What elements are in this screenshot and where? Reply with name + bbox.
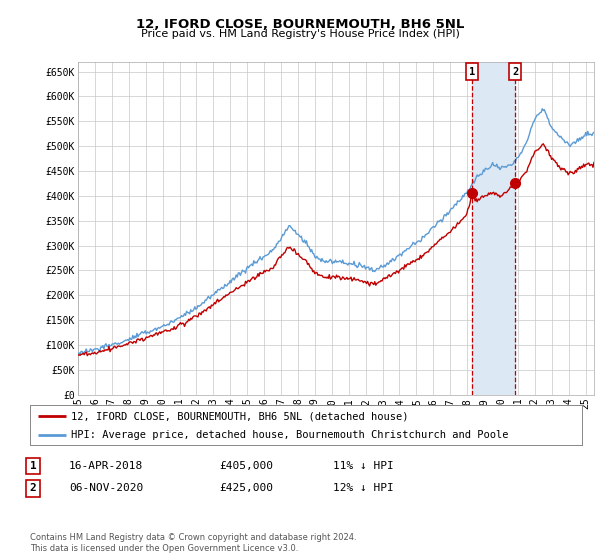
Text: Price paid vs. HM Land Registry's House Price Index (HPI): Price paid vs. HM Land Registry's House … (140, 29, 460, 39)
Text: 11% ↓ HPI: 11% ↓ HPI (333, 461, 394, 471)
Bar (472, 62, 515, 395)
Text: 12% ↓ HPI: 12% ↓ HPI (333, 483, 394, 493)
Text: 1: 1 (29, 461, 37, 471)
Text: 1: 1 (469, 67, 475, 77)
Text: 12, IFORD CLOSE, BOURNEMOUTH, BH6 5NL (detached house): 12, IFORD CLOSE, BOURNEMOUTH, BH6 5NL (d… (71, 411, 409, 421)
Text: £405,000: £405,000 (219, 461, 273, 471)
Text: 12, IFORD CLOSE, BOURNEMOUTH, BH6 5NL: 12, IFORD CLOSE, BOURNEMOUTH, BH6 5NL (136, 18, 464, 31)
Text: 16-APR-2018: 16-APR-2018 (69, 461, 143, 471)
Text: £425,000: £425,000 (219, 483, 273, 493)
Text: Contains HM Land Registry data © Crown copyright and database right 2024.
This d: Contains HM Land Registry data © Crown c… (30, 533, 356, 553)
Text: 06-NOV-2020: 06-NOV-2020 (69, 483, 143, 493)
Text: 2: 2 (512, 67, 518, 77)
Text: 2: 2 (29, 483, 37, 493)
Text: HPI: Average price, detached house, Bournemouth Christchurch and Poole: HPI: Average price, detached house, Bour… (71, 430, 509, 440)
